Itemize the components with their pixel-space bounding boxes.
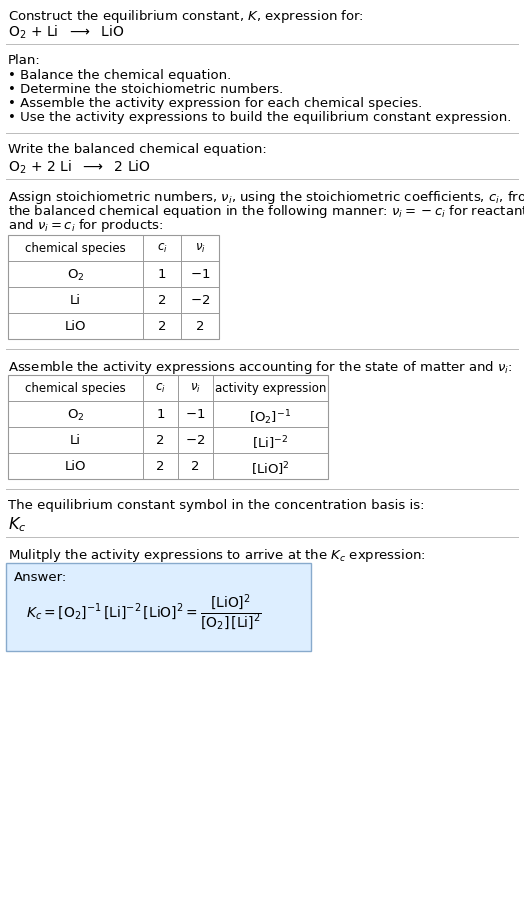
Text: • Assemble the activity expression for each chemical species.: • Assemble the activity expression for e… xyxy=(8,97,422,110)
Text: Answer:: Answer: xyxy=(14,571,67,584)
Text: • Determine the stoichiometric numbers.: • Determine the stoichiometric numbers. xyxy=(8,83,283,96)
Text: $\mathrm{O_2}$: $\mathrm{O_2}$ xyxy=(67,408,84,423)
Text: Assemble the activity expressions accounting for the state of matter and $\nu_i$: Assemble the activity expressions accoun… xyxy=(8,359,512,376)
Text: $\mathrm{O_2}$ + 2 Li  $\longrightarrow$  2 LiO: $\mathrm{O_2}$ + 2 Li $\longrightarrow$ … xyxy=(8,159,151,176)
Text: Plan:: Plan: xyxy=(8,54,41,67)
Text: $K_c$: $K_c$ xyxy=(8,515,26,534)
Text: LiO: LiO xyxy=(65,320,86,333)
Text: Write the balanced chemical equation:: Write the balanced chemical equation: xyxy=(8,143,267,156)
Text: $\mathrm{O_2}$: $\mathrm{O_2}$ xyxy=(67,268,84,283)
Text: $-1$: $-1$ xyxy=(185,408,206,421)
Text: • Balance the chemical equation.: • Balance the chemical equation. xyxy=(8,69,231,82)
Text: $\mathrm{O_2}$ + Li  $\longrightarrow$  LiO: $\mathrm{O_2}$ + Li $\longrightarrow$ Li… xyxy=(8,24,124,41)
Text: 2: 2 xyxy=(191,460,200,473)
Text: $-2$: $-2$ xyxy=(190,294,210,307)
Text: activity expression: activity expression xyxy=(215,382,326,395)
Text: Li: Li xyxy=(70,434,81,447)
Text: $K_c = [\mathrm{O_2}]^{-1}\,[\mathrm{Li}]^{-2}\,[\mathrm{LiO}]^{2} = \dfrac{[\ma: $K_c = [\mathrm{O_2}]^{-1}\,[\mathrm{Li}… xyxy=(26,593,262,633)
Text: Construct the equilibrium constant, $K$, expression for:: Construct the equilibrium constant, $K$,… xyxy=(8,8,364,25)
Text: the balanced chemical equation in the following manner: $\nu_i = -c_i$ for react: the balanced chemical equation in the fo… xyxy=(8,203,524,220)
Text: $-2$: $-2$ xyxy=(185,434,205,447)
Text: The equilibrium constant symbol in the concentration basis is:: The equilibrium constant symbol in the c… xyxy=(8,499,424,512)
Text: $c_i$: $c_i$ xyxy=(155,382,166,395)
Text: chemical species: chemical species xyxy=(25,242,126,255)
Text: $[\mathrm{LiO}]^{2}$: $[\mathrm{LiO}]^{2}$ xyxy=(251,460,290,477)
Text: 2: 2 xyxy=(156,434,165,447)
Text: $-1$: $-1$ xyxy=(190,268,210,281)
Text: $[\mathrm{Li}]^{-2}$: $[\mathrm{Li}]^{-2}$ xyxy=(253,434,289,451)
Text: 2: 2 xyxy=(158,320,166,333)
Text: $\nu_i$: $\nu_i$ xyxy=(194,242,205,255)
Text: • Use the activity expressions to build the equilibrium constant expression.: • Use the activity expressions to build … xyxy=(8,111,511,124)
Text: 1: 1 xyxy=(158,268,166,281)
Text: $\nu_i$: $\nu_i$ xyxy=(190,382,201,395)
Text: chemical species: chemical species xyxy=(25,382,126,395)
Text: 2: 2 xyxy=(158,294,166,307)
Text: and $\nu_i = c_i$ for products:: and $\nu_i = c_i$ for products: xyxy=(8,217,163,234)
Text: $c_i$: $c_i$ xyxy=(157,242,167,255)
Text: 2: 2 xyxy=(196,320,204,333)
Bar xyxy=(8,235,219,339)
Bar xyxy=(6,563,311,651)
Text: LiO: LiO xyxy=(65,460,86,473)
Text: 1: 1 xyxy=(156,408,165,421)
Text: $[\mathrm{O_2}]^{-1}$: $[\mathrm{O_2}]^{-1}$ xyxy=(249,408,291,427)
Text: Li: Li xyxy=(70,294,81,307)
Text: 2: 2 xyxy=(156,460,165,473)
Text: Mulitply the activity expressions to arrive at the $K_c$ expression:: Mulitply the activity expressions to arr… xyxy=(8,547,426,564)
Text: Assign stoichiometric numbers, $\nu_i$, using the stoichiometric coefficients, $: Assign stoichiometric numbers, $\nu_i$, … xyxy=(8,189,524,206)
Bar xyxy=(8,375,328,479)
